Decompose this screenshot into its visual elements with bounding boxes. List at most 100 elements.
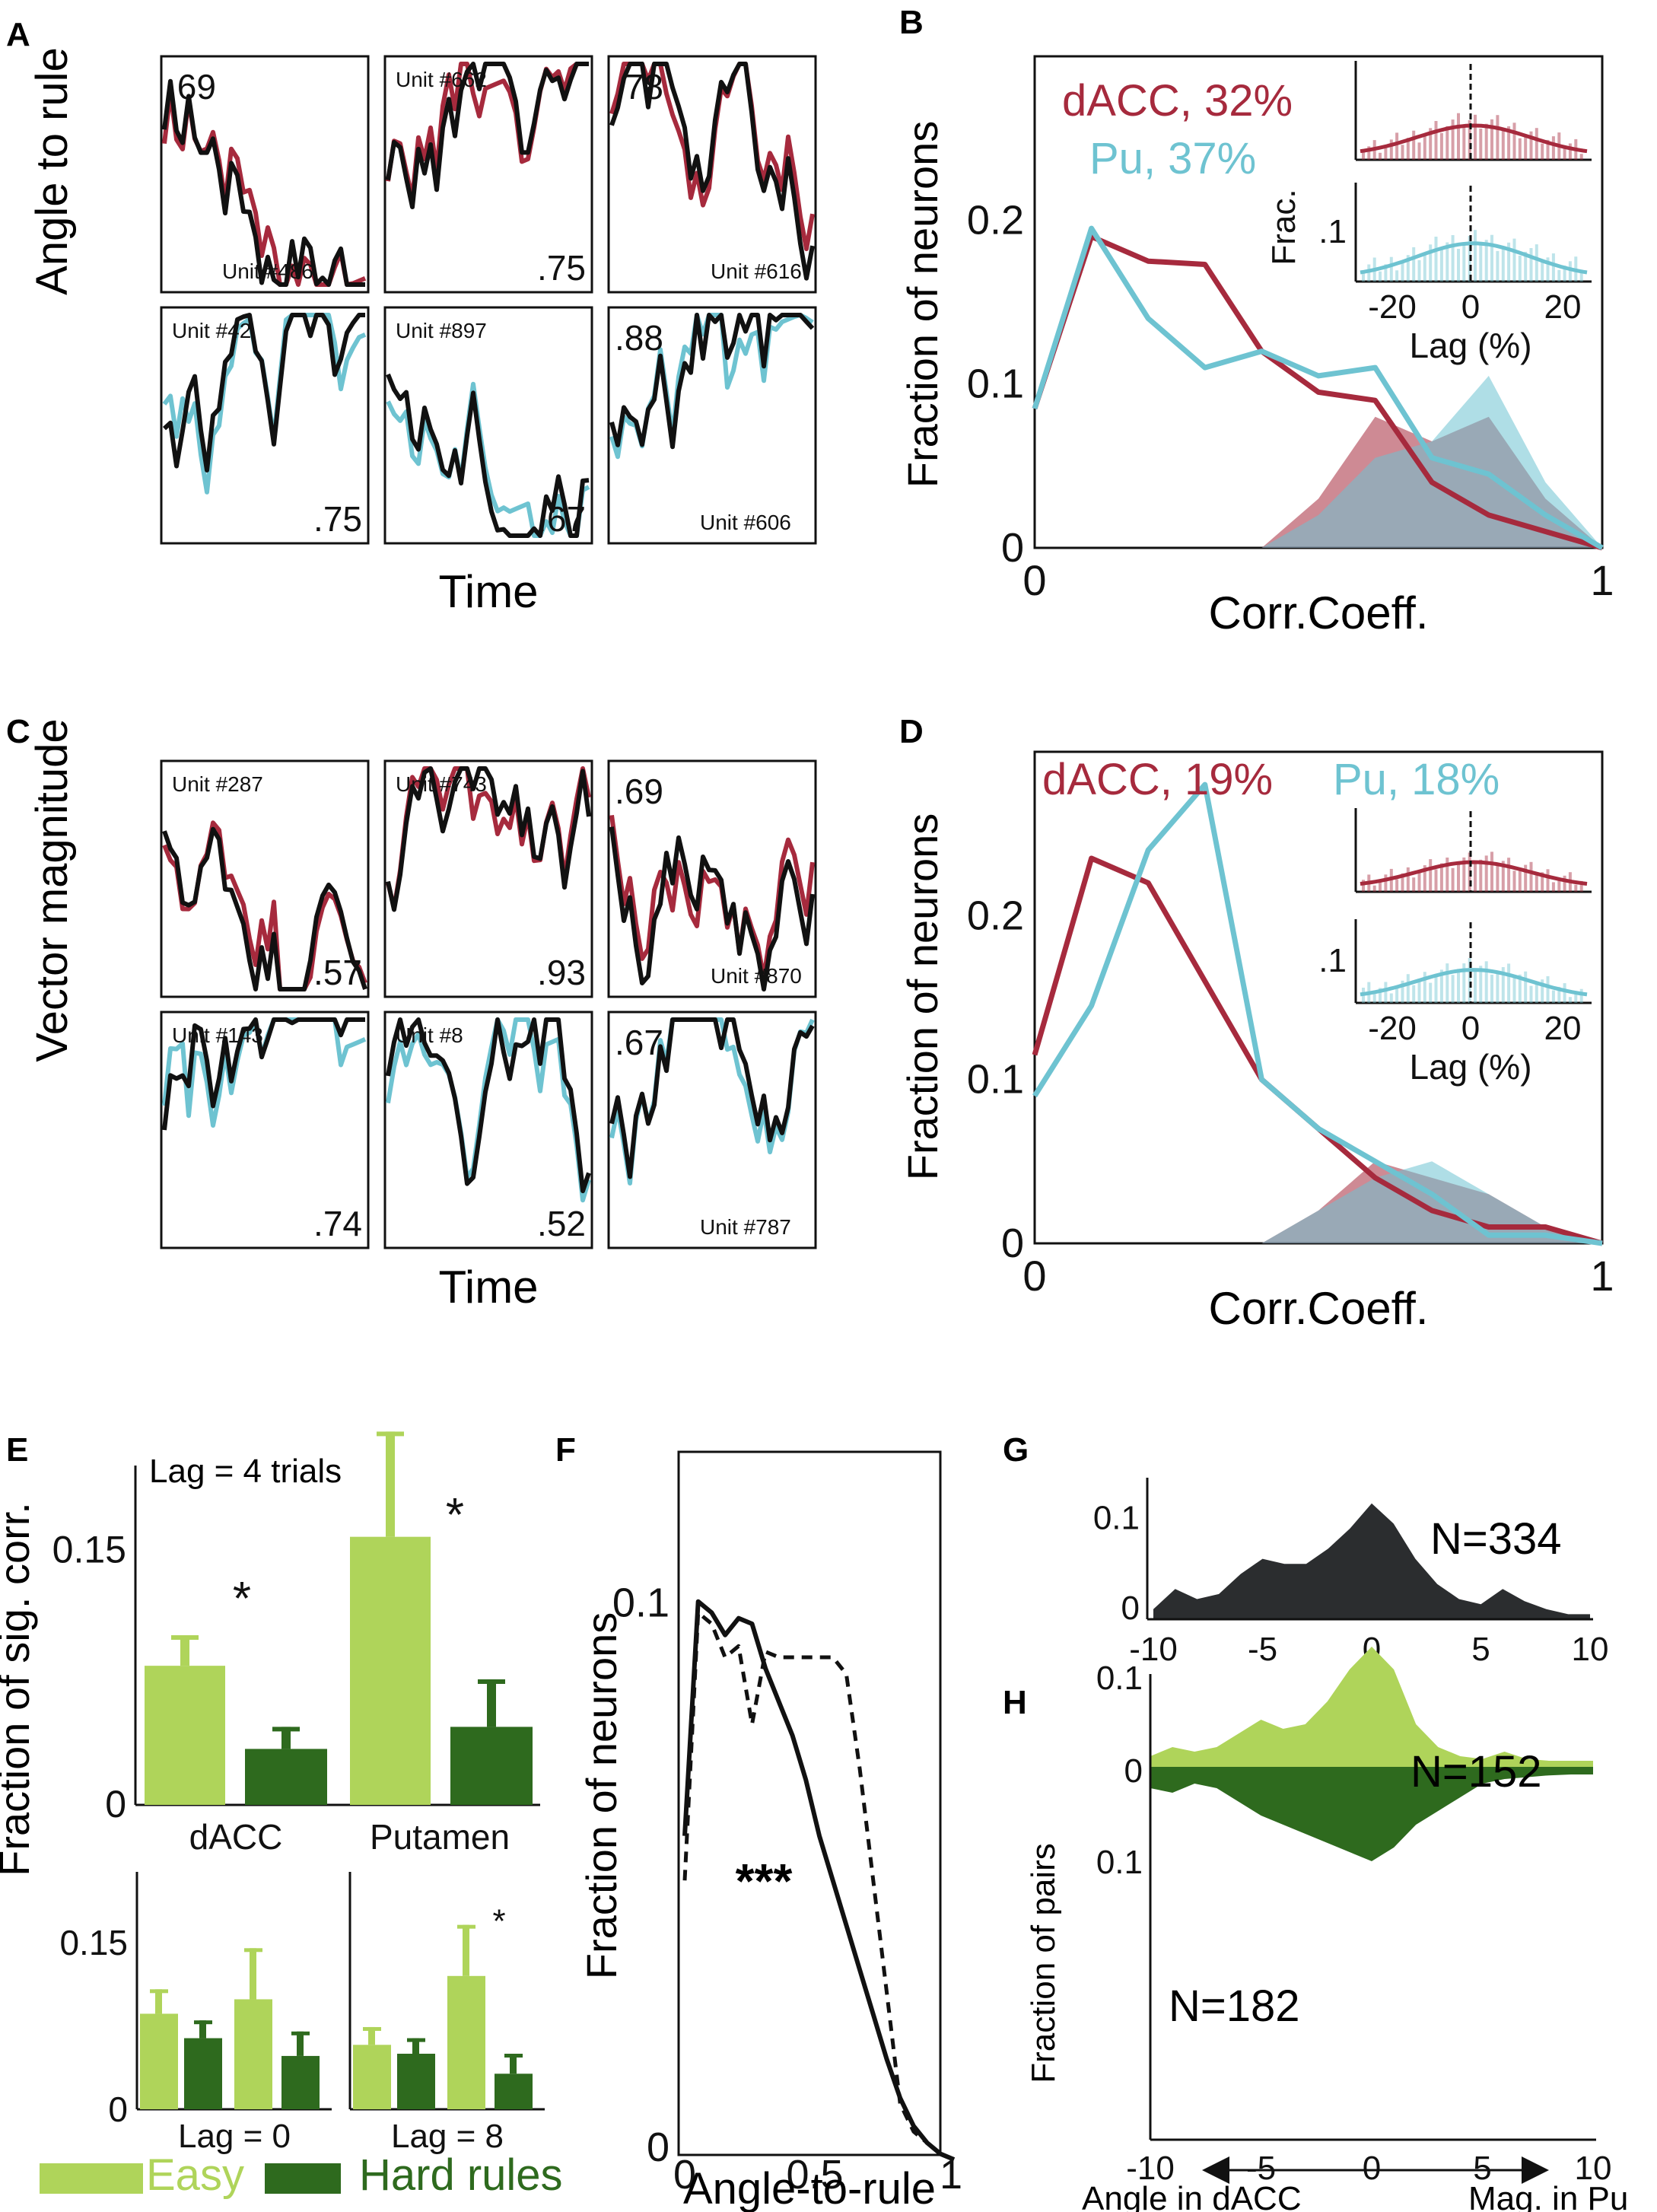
panel-letter-e: E: [6, 1431, 28, 1469]
d-xtick-label: 1: [1590, 1252, 1614, 1300]
d-inset-bar: [1401, 980, 1404, 1003]
a-unit-1: Unit #486 .69: [160, 55, 370, 294]
a-unit-corr: .75: [537, 248, 586, 288]
b-inset-bar: [1507, 126, 1511, 160]
d-inset-bar: [1529, 985, 1533, 1003]
d-inset-bar: [1384, 874, 1388, 892]
b-inset-bar: [1423, 252, 1426, 282]
b-inset-bar: [1379, 271, 1382, 282]
arrow-label-left: Angle in dACC: [1082, 2180, 1302, 2212]
b-inset-bar: [1490, 119, 1493, 160]
d-inset-bar: [1524, 864, 1528, 892]
d-inset-bar: [1557, 986, 1561, 1003]
b-inset-xtick: 20: [1544, 288, 1582, 326]
b-inset-bar: [1557, 269, 1561, 282]
a-unit-label: Unit #486: [222, 259, 313, 283]
c-unit-corr: .67: [615, 1023, 663, 1062]
panel-f-annotation: ***: [736, 1854, 793, 1908]
d-series-pu: [1032, 781, 1603, 1246]
a-unit-trace-black: [386, 62, 589, 209]
c-unit-2: Unit #743 .93: [383, 759, 593, 998]
panel-b-ylabel: Fraction of neurons: [898, 121, 946, 488]
a-unit-trace-black: [162, 313, 365, 473]
b-inset-bar: [1362, 152, 1365, 160]
panel-h-label-hard: N=182: [1169, 1981, 1300, 2031]
h-xtick: 5: [1473, 2150, 1491, 2187]
b-inset-bar: [1529, 131, 1533, 160]
e-subplot-lag0: 0 0.15 Lag = 0: [59, 1872, 332, 2155]
a-unit-4: Unit #42 .75: [160, 306, 370, 545]
c-unit-corr: .57: [313, 953, 362, 992]
c-unit-trace-black: [609, 1017, 815, 1179]
b-inset-bar: [1535, 244, 1538, 282]
panel-h: 0.1 0 0.1 -10 -5 0 5 10 Fraction of pairs N=152…: [1025, 1647, 1628, 2212]
d-inset-bar: [1372, 885, 1376, 892]
d-inset-xtick: 20: [1544, 1010, 1582, 1047]
b-inset-bar: [1563, 147, 1566, 160]
b-inset-bar: [1507, 242, 1511, 282]
legend-label-hard: Hard rules: [359, 2150, 563, 2200]
a-unit-trace-colored: [386, 62, 589, 201]
g-area-fill: [1153, 1503, 1590, 1619]
a-unit-corr: .78: [615, 67, 663, 107]
b-inset-bar: [1529, 248, 1533, 282]
c-unit-6: Unit #787 .67: [607, 1011, 817, 1249]
panel-letter-a: A: [6, 16, 30, 53]
b-inset-bar: [1362, 271, 1365, 282]
e-bar-easy: [145, 1666, 225, 1805]
d-inset-bar: [1462, 857, 1466, 892]
panel-d-xlabel: Corr.Coeff.: [1208, 1283, 1428, 1334]
panel-e-subplots: 0 0.15 Lag = 0 * Lag = 8: [59, 1872, 545, 2155]
e-significance: *: [233, 1573, 251, 1625]
panel-letter-b: B: [899, 4, 924, 41]
e-errorbar: [180, 1635, 189, 1666]
panel-h-ylabel: Fraction of pairs: [1025, 1843, 1062, 2083]
d-inset-xtick: -20: [1368, 1010, 1417, 1047]
b-inset-bar: [1446, 242, 1449, 282]
e-sub-bar-easy: [140, 2013, 178, 2109]
a-unit-trace-black: [162, 78, 365, 287]
a-unit-frame: [160, 55, 370, 294]
d-inset-bar: [1563, 875, 1566, 892]
panel-b-inset: -20 0 20 Lag (%) .1 Frac.: [1265, 61, 1592, 365]
panel-f-ylabel: Fraction of neurons: [577, 1612, 625, 1979]
d-inset-bar: [1372, 994, 1376, 1003]
b-ytick-label: 0.2: [967, 197, 1024, 243]
f-xtick: 0: [673, 2152, 696, 2198]
b-inset-bar: [1484, 123, 1488, 160]
b-xtick-label: 0: [1023, 556, 1046, 604]
d-inset-bar: [1451, 975, 1455, 1003]
c-unit-trace-black: [386, 1017, 591, 1194]
legend-swatch-hard: [265, 2163, 341, 2194]
b-inset-bar: [1579, 154, 1583, 160]
e-sub-ytick: 0: [108, 2089, 128, 2129]
a-unit-trace-black: [609, 313, 815, 450]
d-inset-bar: [1446, 963, 1449, 1003]
e-ytick: 0.15: [52, 1529, 126, 1571]
panel-d-frame: [1033, 750, 1604, 1245]
d-inset-bar: [1417, 979, 1421, 1003]
d-xtick-label: 0: [1023, 1252, 1046, 1300]
f-xtick: 0.5: [786, 2152, 843, 2198]
f-series-solid: [682, 1599, 956, 2162]
b-series-pu: [1032, 225, 1604, 551]
a-unit-frame: [383, 55, 593, 294]
d-inset-ytick: .1: [1318, 942, 1347, 979]
e-sub-bar-easy: [234, 1999, 272, 2109]
b-inset-bar: [1367, 264, 1371, 282]
e-sub-label: Lag = 0: [178, 2118, 291, 2155]
b-inset-bar: [1496, 250, 1500, 282]
b-inset-bar: [1434, 237, 1438, 282]
f-ytick: 0: [647, 2124, 669, 2170]
d-inset-bar: [1507, 963, 1511, 1003]
c-unit-label: Unit #287: [172, 772, 263, 796]
b-inset-bar: [1490, 234, 1493, 282]
d-inset-bar: [1579, 880, 1583, 892]
panel-e-ylabel: Fraction of sig. corr.: [0, 1502, 38, 1876]
d-inset-bar: [1490, 851, 1493, 892]
d-inset-bar: [1362, 880, 1365, 892]
b-inset-bar: [1496, 115, 1500, 160]
panel-f-frame: [677, 1450, 942, 2156]
a-unit-corr: .88: [615, 318, 663, 358]
